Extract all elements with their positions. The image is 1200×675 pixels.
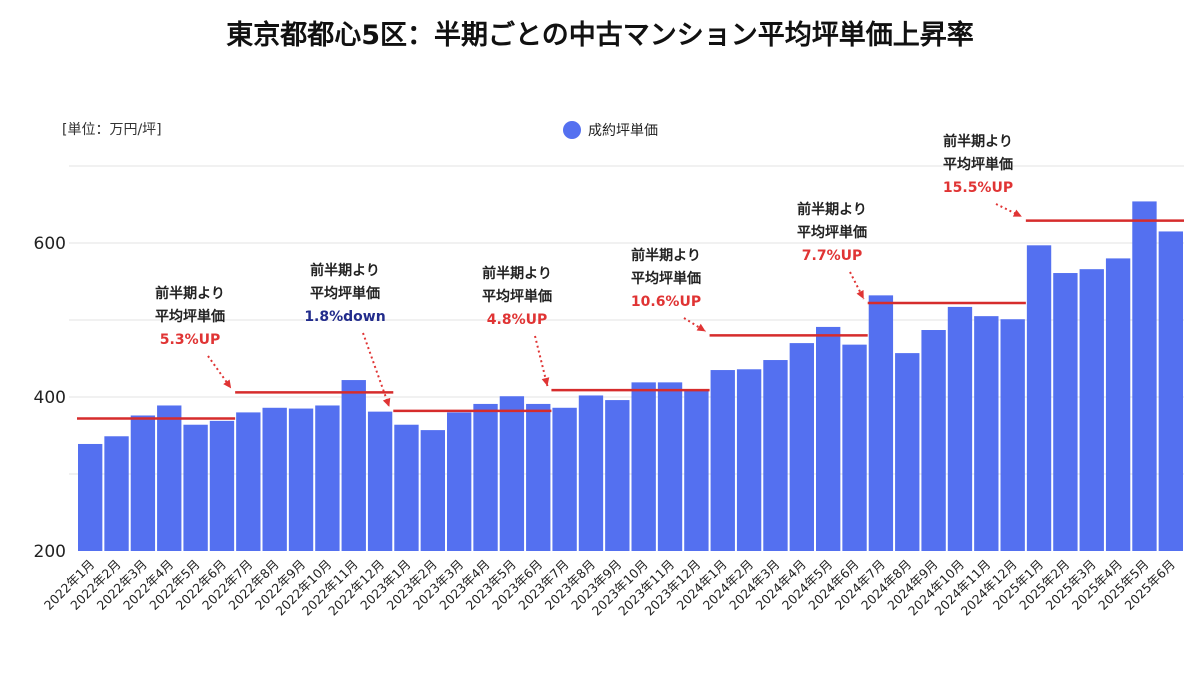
annotation-line2: 平均坪単価 — [631, 270, 701, 287]
bar-2025年1月 — [1026, 245, 1052, 551]
bar-2023年6月 — [526, 403, 551, 551]
annotation-rate: 7.7%UP — [802, 248, 862, 264]
annotation-arrow — [534, 335, 549, 387]
chart-title: 東京都都心5区：半期ごとの中古マンション平均坪単価上昇率 — [226, 19, 974, 51]
annotation-line1: 前半期より — [482, 265, 552, 282]
annotation-arrowhead — [1012, 209, 1022, 217]
bar-2025年4月 — [1105, 258, 1131, 551]
bar-2024年12月 — [1000, 319, 1025, 551]
annotation-rate: 15.5%UP — [943, 180, 1013, 196]
legend-label: 成約坪単価 — [588, 123, 658, 139]
bar-2024年11月 — [974, 316, 999, 551]
annotation-arrowhead — [541, 377, 550, 387]
bar-2024年9月 — [921, 330, 946, 551]
annotation-rate: 1.8%down — [304, 309, 385, 325]
annotations: 前半期より平均坪単価5.3%UP前半期より平均坪単価1.8%down前半期より平… — [155, 133, 1023, 408]
legend-marker — [563, 121, 581, 139]
bar-2023年9月 — [605, 400, 630, 551]
annotation-arrowhead — [696, 323, 706, 332]
bar-2024年4月 — [789, 343, 814, 551]
bar-2022年6月 — [209, 420, 235, 551]
annotation-arrow — [207, 355, 232, 389]
bar-2024年7月 — [868, 295, 894, 551]
annotation-arrow — [362, 332, 391, 408]
bar-2022年5月 — [183, 424, 208, 551]
bar-2024年2月 — [736, 369, 762, 551]
bar-2025年5月 — [1132, 201, 1157, 552]
bar-2023年7月 — [552, 407, 577, 551]
bar-2022年3月 — [130, 415, 156, 551]
bar-2022年11月 — [341, 380, 366, 551]
bar-2022年2月 — [104, 436, 129, 551]
bar-2022年1月 — [78, 443, 103, 551]
annotation-line2: 平均坪単価 — [155, 308, 225, 325]
bar-2023年4月 — [473, 403, 498, 551]
bar-2023年8月 — [578, 395, 604, 551]
bar-2023年3月 — [447, 412, 472, 551]
bar-2022年4月 — [157, 405, 182, 551]
annotation-line1: 前半期より — [797, 201, 867, 218]
bars — [78, 201, 1183, 552]
bar-2023年2月 — [420, 430, 445, 551]
annotation-rate: 4.8%UP — [487, 312, 547, 328]
bar-2024年5月 — [816, 326, 841, 551]
annotation-arrowhead — [223, 379, 232, 389]
bar-2022年9月 — [288, 408, 314, 551]
bar-2024年10月 — [947, 306, 973, 551]
annotation-line2: 平均坪単価 — [943, 156, 1013, 173]
annotation-line1: 前半期より — [310, 262, 380, 279]
bar-2024年8月 — [895, 353, 920, 551]
bar-2022年8月 — [262, 407, 287, 551]
unit-label: [単位：万円/坪] — [62, 122, 162, 138]
bar-2022年10月 — [315, 405, 340, 551]
annotation-line1: 前半期より — [943, 133, 1013, 150]
annotation-line1: 前半期より — [155, 285, 225, 302]
bar-2025年6月 — [1158, 231, 1183, 551]
annotation-rate: 5.3%UP — [160, 332, 220, 348]
y-axis: 200 400 600 — [34, 234, 66, 562]
bar-2023年5月 — [499, 396, 525, 551]
bar-2023年1月 — [394, 424, 419, 551]
bar-2022年7月 — [236, 412, 261, 551]
bar-2024年6月 — [842, 344, 867, 551]
annotation-line2: 平均坪単価 — [310, 285, 380, 302]
annotation-line2: 平均坪単価 — [482, 288, 552, 305]
bar-2025年2月 — [1053, 273, 1078, 551]
bar-2023年10月 — [631, 382, 656, 551]
annotation-arrowhead — [856, 290, 864, 300]
annotation-arrowhead — [382, 397, 391, 407]
bar-2025年3月 — [1079, 269, 1104, 551]
bar-2023年12月 — [684, 389, 709, 551]
bar-2022年12月 — [367, 411, 393, 551]
bar-2023年11月 — [657, 382, 683, 551]
half-year-average-lines — [77, 219, 1184, 420]
annotation-line1: 前半期より — [631, 247, 701, 264]
y-tick-label: 200 — [34, 542, 66, 562]
y-tick-label: 400 — [34, 388, 66, 408]
legend: 成約坪単価 — [563, 121, 658, 139]
bar-2024年3月 — [763, 360, 788, 551]
annotation-line2: 平均坪単価 — [797, 224, 867, 241]
y-tick-label: 600 — [34, 234, 66, 254]
bar-2024年1月 — [710, 370, 735, 551]
x-axis: 2022年1月2022年2月2022年3月2022年4月2022年5月2022年… — [41, 557, 1178, 619]
annotation-rate: 10.6%UP — [631, 294, 701, 310]
